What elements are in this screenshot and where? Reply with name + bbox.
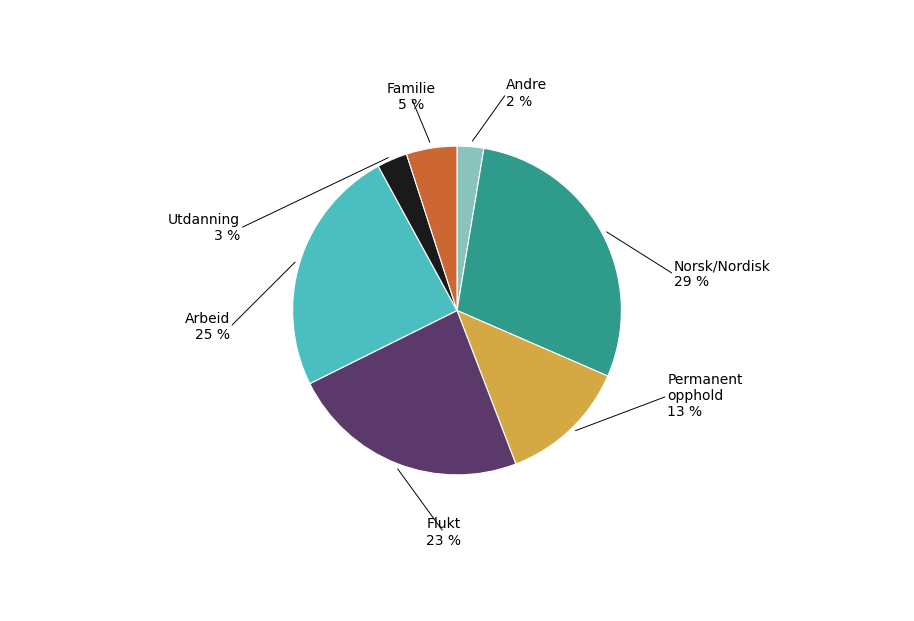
Text: Norsk/Nordisk
29 %: Norsk/Nordisk 29 % — [674, 259, 771, 289]
Text: Permanent
opphold
13 %: Permanent opphold 13 % — [667, 373, 743, 419]
Text: Flukt
23 %: Flukt 23 % — [426, 517, 462, 548]
Wedge shape — [310, 310, 515, 475]
Wedge shape — [457, 310, 608, 464]
Wedge shape — [457, 146, 484, 310]
Text: Arbeid
25 %: Arbeid 25 % — [185, 312, 230, 342]
Wedge shape — [292, 166, 457, 384]
Wedge shape — [378, 154, 457, 310]
Wedge shape — [407, 146, 457, 310]
Text: Andre
2 %: Andre 2 % — [506, 78, 547, 109]
Text: Familie
5 %: Familie 5 % — [387, 82, 435, 112]
Wedge shape — [457, 148, 622, 376]
Text: Utdanning
3 %: Utdanning 3 % — [168, 213, 240, 243]
